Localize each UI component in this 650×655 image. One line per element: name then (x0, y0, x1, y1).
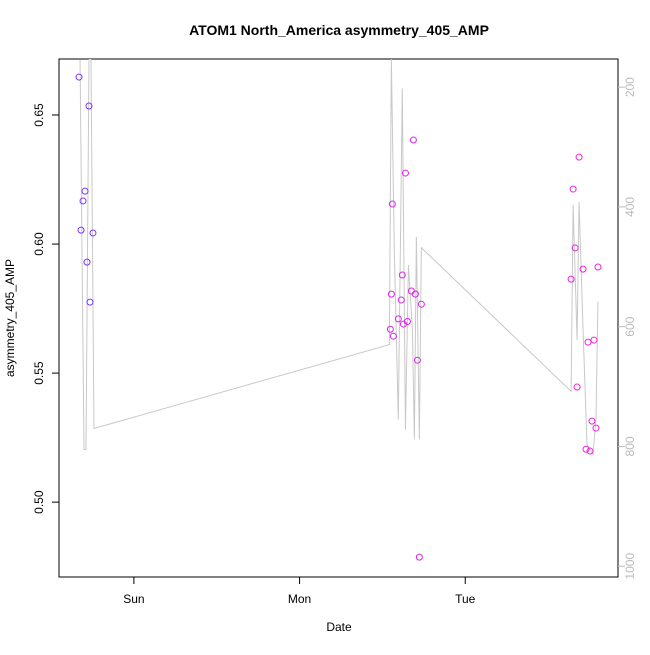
point (571, 244, 579, 252)
point (411, 290, 419, 298)
point (83, 258, 91, 266)
point (79, 197, 87, 205)
y-axis-label: asymmetry_405_AMP (3, 259, 17, 377)
plot-frame (58, 58, 619, 578)
x-tick-label: Sun (123, 592, 144, 606)
point (398, 271, 406, 279)
point (403, 317, 411, 325)
point (394, 315, 402, 323)
point (588, 417, 596, 425)
point (397, 296, 405, 304)
y-tick-label: 0.60 (32, 232, 46, 256)
point (415, 553, 423, 561)
point (584, 338, 592, 346)
point (86, 298, 94, 306)
point (387, 290, 395, 298)
y2-tick-label: 200 (623, 77, 637, 97)
chart-title: ATOM1 North_America asymmetry_405_AMP (189, 22, 489, 38)
y2-tick-label: 600 (623, 316, 637, 336)
point (575, 153, 583, 161)
point (579, 265, 587, 273)
point (573, 383, 581, 391)
plot-area (75, 59, 602, 561)
point (81, 187, 89, 195)
point (389, 332, 397, 340)
point (85, 102, 93, 110)
y2-tick-label: 400 (623, 197, 637, 217)
y-tick-label: 0.55 (32, 361, 46, 385)
y2-tick-label: 1000 (623, 553, 637, 580)
y-tick-label: 0.65 (32, 103, 46, 127)
point (386, 325, 394, 333)
point (592, 424, 600, 432)
y2-tick-label: 800 (623, 436, 637, 456)
point (417, 300, 425, 308)
line (79, 59, 599, 456)
point (75, 73, 83, 81)
point (409, 136, 417, 144)
x-axis-label: Date (326, 620, 352, 634)
point (89, 229, 97, 237)
point (590, 336, 598, 344)
point (586, 447, 594, 455)
point (569, 185, 577, 193)
x-tick-label: Tue (455, 592, 476, 606)
point (582, 445, 590, 453)
point (77, 226, 85, 234)
point (413, 356, 421, 364)
point (567, 275, 575, 283)
point (401, 169, 409, 177)
point (594, 263, 602, 271)
point (388, 200, 396, 208)
point (407, 287, 415, 295)
x-tick-label: Mon (288, 592, 311, 606)
y-tick-label: 0.50 (32, 490, 46, 514)
